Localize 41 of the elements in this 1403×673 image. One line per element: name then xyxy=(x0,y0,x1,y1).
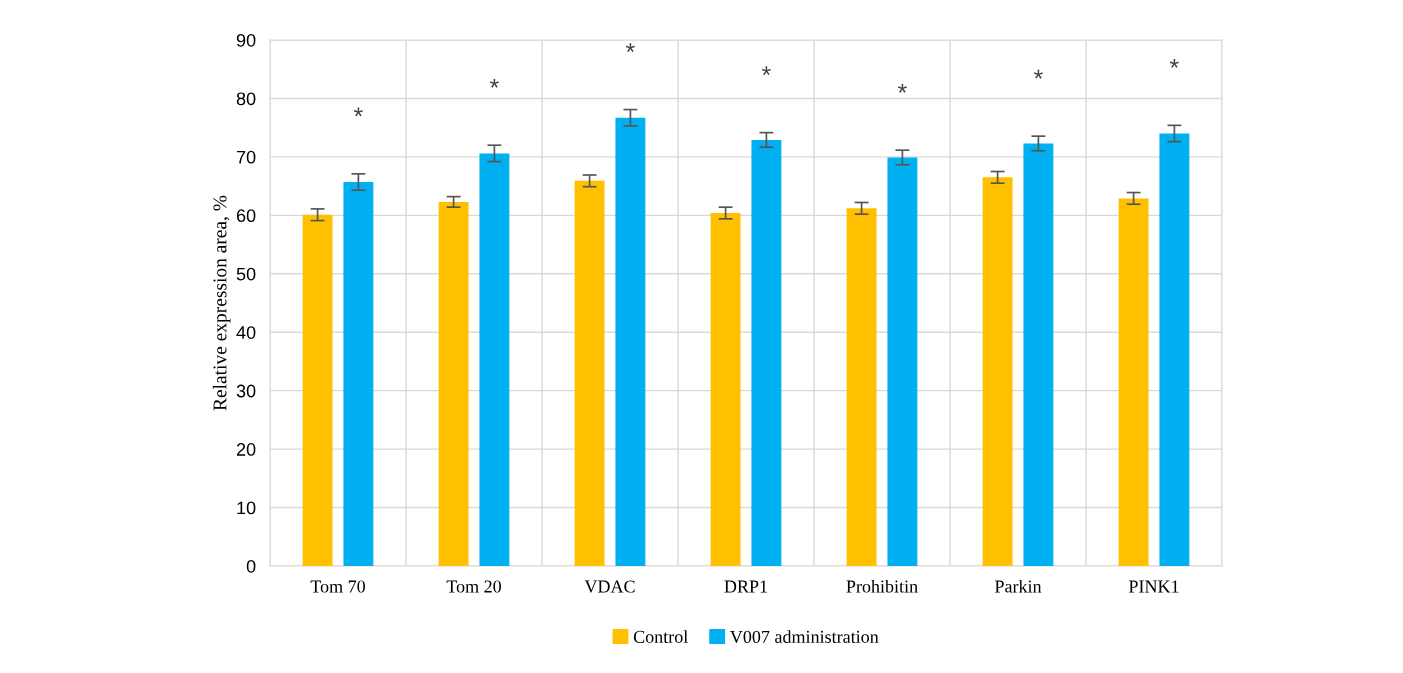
bar xyxy=(1023,143,1054,566)
bar xyxy=(438,201,469,566)
bar xyxy=(751,139,782,566)
y-tick-label: 10 xyxy=(237,501,256,515)
y-tick-label: 30 xyxy=(236,384,256,398)
bar xyxy=(615,117,646,566)
annotation: * xyxy=(897,83,907,93)
bar xyxy=(1118,198,1149,566)
y-tick-label: 20 xyxy=(236,443,256,456)
x-tick-label: Prohibitin xyxy=(846,579,918,593)
bar xyxy=(887,157,918,566)
x-tick-label: VDAC xyxy=(584,580,635,593)
y-tick-label: 80 xyxy=(236,92,256,106)
annotation: * xyxy=(489,78,499,88)
bar xyxy=(982,177,1013,566)
y-tick-label: 70 xyxy=(236,150,256,164)
bar xyxy=(846,208,877,566)
legend-label: Control xyxy=(633,630,688,643)
bar xyxy=(479,153,510,566)
bar xyxy=(343,182,374,566)
y-tick-label: 40 xyxy=(236,326,256,339)
y-tick-label: 0 xyxy=(246,559,256,573)
annotation: * xyxy=(353,107,363,117)
bar xyxy=(574,180,605,566)
annotation: * xyxy=(1169,59,1179,68)
annotation: * xyxy=(1033,69,1043,79)
x-tick-label: Tom 70 xyxy=(310,580,366,593)
annotation: * xyxy=(625,43,635,53)
bar xyxy=(302,214,333,566)
bar xyxy=(1159,133,1190,566)
x-tick-label: PINK1 xyxy=(1128,580,1179,593)
legend-label: V007 administration xyxy=(730,630,879,644)
y-tick-label: 60 xyxy=(236,209,256,223)
annotation: * xyxy=(761,66,771,76)
x-tick-label: Parkin xyxy=(994,579,1042,593)
y-tick-label: 50 xyxy=(236,267,256,281)
bar xyxy=(710,213,741,566)
x-tick-label: Tom 20 xyxy=(446,580,502,593)
x-tick-label: DRP1 xyxy=(724,580,767,593)
y-tick-label: 90 xyxy=(236,33,256,47)
y-axis-title: Relative expression area, % xyxy=(212,195,231,411)
